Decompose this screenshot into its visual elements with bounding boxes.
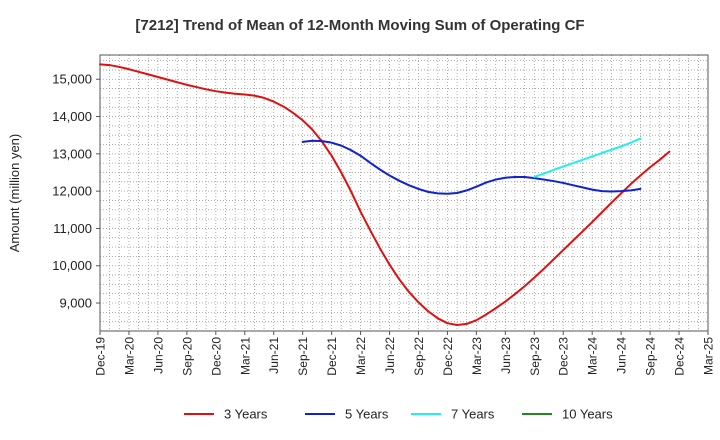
y-tick-label: 14,000	[52, 109, 92, 124]
x-tick-label: Jun-21	[267, 337, 281, 374]
series-line-5-years	[301, 139, 642, 195]
x-tick-label: Sep-20	[180, 337, 194, 376]
x-tick-label: Dec-22	[441, 337, 455, 376]
legend-label: 5 Years	[345, 407, 389, 422]
y-tick-label: 15,000	[52, 72, 92, 87]
x-tick-label: Mar-24	[586, 337, 600, 375]
chart-title: [7212] Trend of Mean of 12-Month Moving …	[135, 17, 584, 34]
plot-frame	[99, 54, 709, 332]
x-tick-label: Sep-22	[412, 337, 426, 376]
plot-background	[100, 55, 708, 331]
x-tick-label: Mar-22	[354, 337, 368, 375]
x-tick-label: Dec-20	[209, 337, 223, 376]
x-tick-label: Dec-24	[673, 337, 687, 376]
x-tick-label: Dec-23	[557, 337, 571, 376]
y-axis-label: Amount (million yen)	[7, 134, 22, 253]
plot-area: 9,000 10,000 11,000 12,000 13,000 14,000 15,00…	[52, 54, 716, 376]
legend-label: 7 Years	[451, 407, 495, 422]
x-tick-label: Jun-22	[383, 337, 397, 374]
x-tick-label: Sep-23	[528, 337, 542, 376]
x-tick-label: Jun-23	[499, 337, 513, 374]
legend: 3 Years 5 Years 7 Years 10 Years	[184, 407, 613, 422]
series-line-3-years	[99, 63, 671, 327]
y-tick-label: 12,000	[52, 184, 92, 199]
x-tick-label: Mar-21	[238, 337, 252, 375]
y-tick-label: 13,000	[52, 146, 92, 161]
x-tick-label: Dec-19	[94, 337, 108, 376]
x-tick-label: Jun-24	[615, 337, 629, 374]
legend-label: 3 Years	[224, 407, 268, 422]
x-tick-label: Mar-23	[470, 337, 484, 375]
x-tick-label: Sep-24	[644, 337, 658, 376]
x-tick-label: Jun-20	[151, 337, 165, 374]
x-tick-label: Mar-25	[702, 337, 716, 375]
y-tick-label: 10,000	[52, 258, 92, 273]
series-line-7-years	[533, 137, 642, 178]
x-tick-label: Sep-21	[296, 337, 310, 376]
y-tick-label: 9,000	[59, 296, 92, 311]
y-tick-label: 11,000	[53, 221, 92, 236]
legend-label: 10 Years	[562, 407, 613, 422]
x-tick-label: Mar-20	[122, 337, 136, 375]
x-tick-label: Dec-21	[325, 337, 339, 376]
